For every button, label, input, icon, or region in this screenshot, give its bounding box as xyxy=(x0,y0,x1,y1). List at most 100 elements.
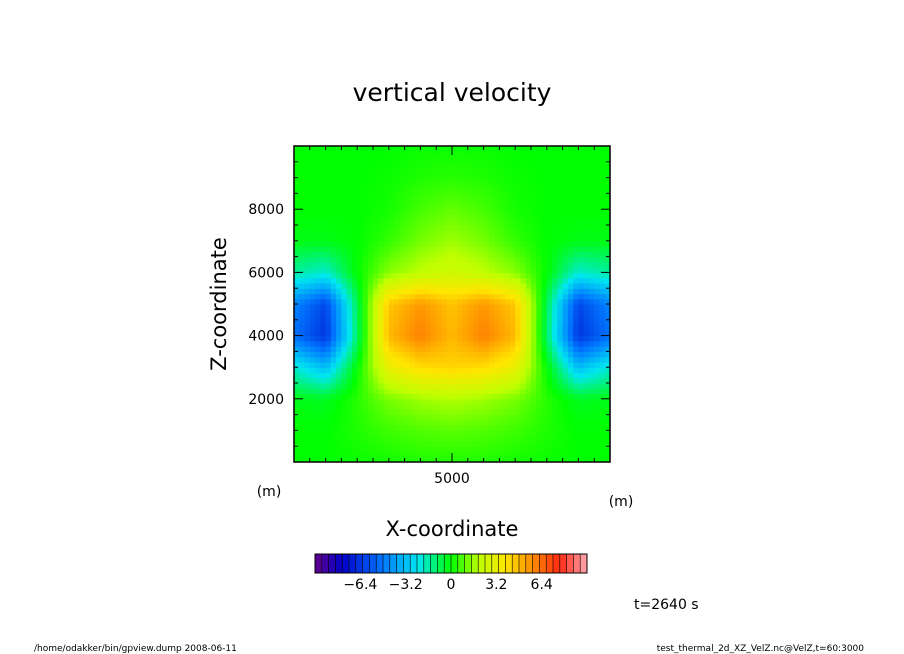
heatmap-cell xyxy=(509,351,516,358)
heatmap-cell xyxy=(357,383,364,389)
heatmap-cell xyxy=(562,267,569,273)
heatmap-cell xyxy=(567,225,574,231)
heatmap-cell xyxy=(567,214,574,221)
heatmap-cell xyxy=(567,203,574,210)
heatmap-cell xyxy=(604,319,610,326)
heatmap-cell xyxy=(373,319,379,326)
heatmap-cell xyxy=(373,293,379,300)
heatmap-cell xyxy=(520,383,527,389)
heatmap-cell xyxy=(457,209,464,216)
heatmap-cell xyxy=(583,314,590,321)
heatmap-cell xyxy=(457,193,464,200)
heatmap-cell xyxy=(557,393,564,400)
heatmap-cell xyxy=(309,198,316,205)
heatmap-cell xyxy=(573,367,579,374)
heatmap-cell xyxy=(531,235,537,242)
heatmap-cell xyxy=(478,304,485,310)
heatmap-cell xyxy=(546,414,553,421)
heatmap-cell xyxy=(478,235,485,242)
heatmap-cell xyxy=(557,351,564,358)
heatmap-cell xyxy=(583,440,590,447)
heatmap-cell xyxy=(583,430,590,437)
heatmap-cell xyxy=(462,440,469,447)
heatmap-cell xyxy=(420,288,427,295)
heatmap-cell xyxy=(357,367,364,374)
heatmap-cell xyxy=(604,425,610,431)
heatmap-cell xyxy=(488,251,495,258)
heatmap-cell xyxy=(531,267,537,273)
heatmap-cell xyxy=(441,446,448,453)
heatmap-cell xyxy=(436,404,443,410)
heatmap-cell xyxy=(320,372,327,379)
heatmap-cell xyxy=(420,440,427,447)
heatmap-cell xyxy=(604,372,610,379)
heatmap-cell xyxy=(430,182,437,189)
heatmap-cell xyxy=(452,456,458,462)
heatmap-cell xyxy=(304,293,311,300)
heatmap-cell xyxy=(488,451,495,458)
heatmap-cell xyxy=(573,340,579,347)
heatmap-cell xyxy=(309,446,316,453)
heatmap-cell xyxy=(525,198,532,205)
heatmap-cell xyxy=(430,377,437,384)
heatmap-cell xyxy=(341,456,348,462)
heatmap-cell xyxy=(299,161,306,168)
heatmap-cell xyxy=(467,351,474,358)
heatmap-cell xyxy=(299,409,306,416)
heatmap-cell xyxy=(520,414,527,421)
heatmap-cell xyxy=(420,256,427,263)
heatmap-cell xyxy=(546,225,553,231)
heatmap-cell xyxy=(467,425,474,431)
heatmap-cell xyxy=(599,225,606,231)
heatmap-cell xyxy=(509,288,516,295)
heatmap-cell xyxy=(536,330,543,337)
heatmap-cell xyxy=(383,167,390,173)
heatmap-cell xyxy=(320,388,327,395)
heatmap-cell xyxy=(330,451,337,458)
colorbar-segment xyxy=(389,554,397,573)
heatmap-cell xyxy=(488,225,495,231)
heatmap-cell xyxy=(599,372,606,379)
heatmap-cell xyxy=(488,267,495,273)
heatmap-cell xyxy=(294,256,300,263)
heatmap-cell xyxy=(357,314,364,321)
heatmap-cell xyxy=(441,325,448,331)
heatmap-cell xyxy=(525,193,532,200)
heatmap-cell xyxy=(536,419,543,426)
heatmap-cell xyxy=(294,272,300,279)
heatmap-cell xyxy=(341,251,348,258)
heatmap-cell xyxy=(531,398,537,405)
heatmap-cell xyxy=(488,193,495,200)
heatmap-cell xyxy=(578,188,585,194)
heatmap-cell xyxy=(394,372,400,379)
heatmap-cell xyxy=(531,251,537,258)
heatmap-cell xyxy=(488,209,495,216)
heatmap-cell xyxy=(309,309,316,316)
heatmap-cell xyxy=(294,288,300,295)
heatmap-cell xyxy=(541,293,548,300)
heatmap-cell xyxy=(341,146,348,152)
heatmap-cell xyxy=(430,372,437,379)
colorbar-segment xyxy=(376,554,384,573)
heatmap-cell xyxy=(546,456,553,462)
heatmap-cell xyxy=(520,272,527,279)
heatmap-cell xyxy=(304,398,311,405)
heatmap-cell xyxy=(415,325,421,331)
heatmap-cell xyxy=(346,414,353,421)
heatmap-cell xyxy=(483,319,490,326)
heatmap-cell xyxy=(504,435,511,442)
heatmap-cell xyxy=(404,198,411,205)
heatmap-cell xyxy=(483,404,490,410)
heatmap-cell xyxy=(567,440,574,447)
heatmap-cell xyxy=(499,356,506,363)
heatmap-cell xyxy=(525,282,532,289)
heatmap-cell xyxy=(330,209,337,216)
heatmap-cell xyxy=(336,267,342,273)
heatmap-cell xyxy=(525,414,532,421)
heatmap-cell xyxy=(573,346,579,352)
heatmap-cell xyxy=(394,346,400,352)
heatmap-cell xyxy=(294,404,300,410)
colorbar-segment xyxy=(532,554,540,573)
heatmap-cell xyxy=(462,404,469,410)
heatmap-cell xyxy=(309,440,316,447)
